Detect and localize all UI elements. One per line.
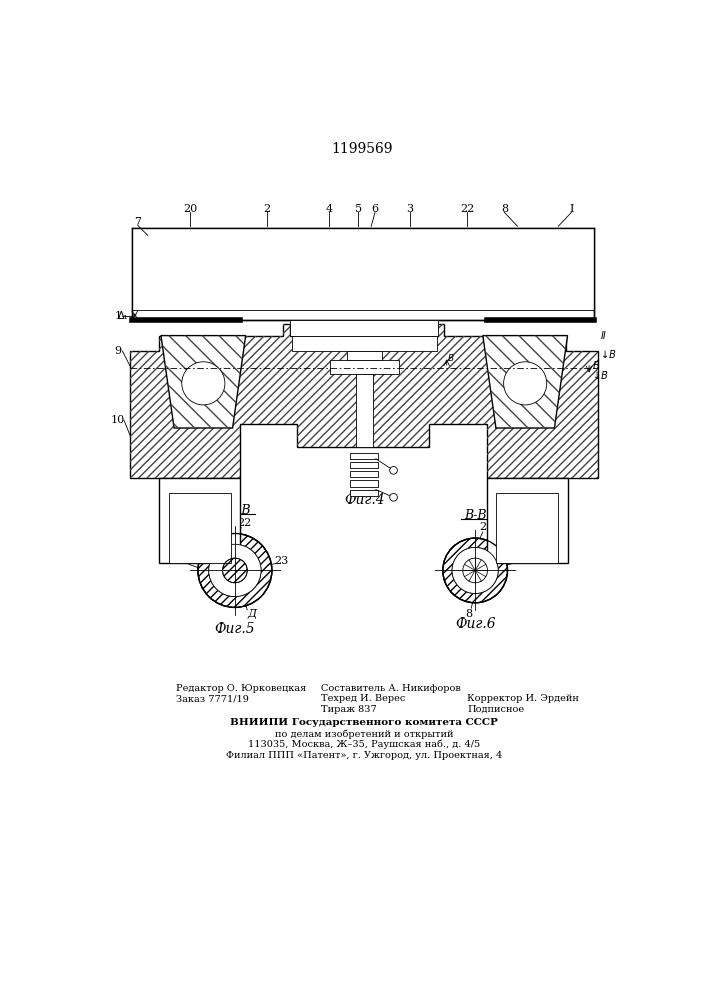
- Text: 1199569: 1199569: [331, 142, 392, 156]
- Bar: [351, 471, 378, 477]
- Text: 22: 22: [460, 204, 474, 214]
- Text: 24: 24: [511, 556, 525, 566]
- Bar: [292, 336, 437, 351]
- Bar: [347, 351, 382, 360]
- Bar: [351, 490, 378, 496]
- Text: 1: 1: [115, 311, 122, 321]
- Text: ↓В: ↓В: [593, 371, 608, 381]
- Text: I: I: [569, 204, 573, 214]
- Text: Д: Д: [247, 609, 257, 619]
- Bar: [132, 228, 595, 320]
- Text: 2: 2: [264, 204, 271, 214]
- Text: по делам изобретений и открытий: по делам изобретений и открытий: [275, 729, 453, 739]
- Bar: [486, 478, 568, 563]
- Bar: [329, 360, 399, 374]
- Text: ВНИИПИ Государственного комитета СССР: ВНИИПИ Государственного комитета СССР: [230, 718, 498, 727]
- Circle shape: [390, 493, 397, 501]
- Text: Заказ 7771/19: Заказ 7771/19: [176, 694, 250, 703]
- Bar: [160, 478, 240, 563]
- Text: ↓В: ↓В: [601, 350, 616, 360]
- Text: 22: 22: [237, 518, 251, 528]
- Text: 4: 4: [325, 204, 332, 214]
- Text: Корректор И. Эрдейн: Корректор И. Эрдейн: [467, 694, 579, 703]
- Circle shape: [182, 362, 225, 405]
- Text: Тираж 837: Тираж 837: [321, 705, 377, 714]
- Text: 113035, Москва, Ж–35, Раушская наб., д. 4/5: 113035, Москва, Ж–35, Раушская наб., д. …: [248, 740, 480, 749]
- Circle shape: [503, 362, 547, 405]
- Circle shape: [463, 558, 487, 583]
- Text: 5: 5: [354, 204, 362, 214]
- Text: 22: 22: [479, 522, 493, 532]
- Text: 23: 23: [274, 556, 288, 566]
- Bar: [132, 228, 595, 310]
- Bar: [496, 493, 559, 563]
- Text: 7: 7: [134, 217, 141, 227]
- Text: Фиг.5: Фиг.5: [215, 622, 255, 636]
- Text: II: II: [601, 331, 607, 341]
- Circle shape: [209, 544, 261, 597]
- Text: 9: 9: [115, 346, 122, 356]
- Text: 6: 6: [371, 204, 379, 214]
- Text: Подписное: Подписное: [467, 705, 525, 714]
- Text: 8: 8: [465, 609, 472, 619]
- Text: 8: 8: [501, 204, 508, 214]
- Bar: [356, 374, 373, 447]
- Text: Техред И. Верес: Техред И. Верес: [321, 694, 406, 703]
- Text: В: В: [593, 361, 600, 371]
- Text: Фиг.6: Фиг.6: [455, 617, 496, 631]
- Bar: [351, 462, 378, 468]
- Text: В: В: [448, 354, 455, 363]
- Polygon shape: [161, 336, 246, 428]
- Text: Фиг.4: Фиг.4: [344, 493, 385, 507]
- Text: В – В: В – В: [218, 504, 251, 517]
- Polygon shape: [483, 336, 568, 428]
- Bar: [351, 480, 378, 487]
- Polygon shape: [130, 324, 598, 478]
- Circle shape: [198, 533, 272, 607]
- Circle shape: [443, 538, 508, 603]
- Circle shape: [390, 466, 397, 474]
- Text: Составитель А. Никифоров: Составитель А. Никифоров: [321, 684, 461, 693]
- Bar: [291, 320, 438, 336]
- Text: 8: 8: [180, 556, 187, 566]
- Bar: [351, 339, 378, 351]
- Circle shape: [452, 547, 498, 594]
- Text: Редактор О. Юрковецкая: Редактор О. Юрковецкая: [176, 684, 307, 693]
- Text: Δ₁: Δ₁: [118, 311, 129, 321]
- Text: 10: 10: [111, 415, 125, 425]
- Text: 20: 20: [183, 204, 197, 214]
- Text: Филиал ППП «Патент», г. Ужгород, ул. Проектная, 4: Филиал ППП «Патент», г. Ужгород, ул. Про…: [226, 751, 503, 760]
- Text: В-В: В-В: [464, 509, 486, 522]
- Bar: [351, 453, 378, 459]
- Text: 3: 3: [406, 204, 414, 214]
- Bar: [169, 493, 231, 563]
